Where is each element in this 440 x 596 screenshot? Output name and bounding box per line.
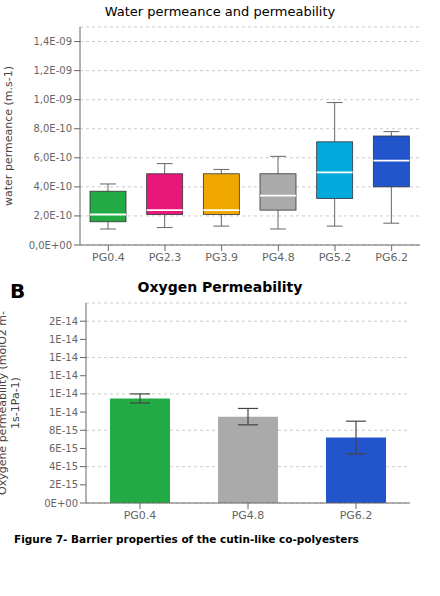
svg-text:1E-14: 1E-14 [49, 388, 78, 399]
svg-text:2,0E-10: 2,0E-10 [33, 210, 72, 221]
svg-text:PG3.9: PG3.9 [205, 251, 238, 264]
svg-text:PG4.8: PG4.8 [262, 251, 295, 264]
svg-text:1E-14: 1E-14 [49, 334, 78, 345]
svg-text:PG0.4: PG0.4 [92, 251, 125, 264]
svg-text:PG4.8: PG4.8 [232, 509, 265, 522]
html-text:Oxygen Permeability: Oxygen Permeability [137, 279, 303, 295]
svg-text:1E-14: 1E-14 [49, 370, 78, 381]
svg-text:PG6.2: PG6.2 [340, 509, 373, 522]
svg-text:2E-14: 2E-14 [49, 316, 78, 327]
svg-text:PG0.4: PG0.4 [124, 509, 157, 522]
svg-text:8,0E-10: 8,0E-10 [33, 123, 72, 134]
svg-text:4E-15: 4E-15 [49, 461, 78, 472]
svg-text:PG2.3: PG2.3 [149, 251, 182, 264]
html-text:B: B [10, 279, 26, 303]
svg-text:PG6.2: PG6.2 [375, 251, 408, 264]
html-text:Water permeance and permeabili: Water permeance and permeability [104, 4, 336, 19]
svg-text:1,2E-09: 1,2E-09 [33, 65, 72, 76]
svg-text:Oxygene permeability (molO2 m-: Oxygene permeability (molO2 m-1s-1Pa-1) [8, 311, 22, 495]
svg-text:1,0E-09: 1,0E-09 [33, 94, 72, 105]
svg-text:6,0E-10: 6,0E-10 [33, 152, 72, 163]
svg-text:6E-15: 6E-15 [49, 443, 78, 454]
svg-text:PG5.2: PG5.2 [319, 251, 352, 264]
svg-text:1E-14: 1E-14 [49, 407, 78, 418]
svg-text:0E+00: 0E+00 [44, 498, 78, 509]
svg-text:8E-15: 8E-15 [49, 425, 78, 436]
svg-text:1,4E-09: 1,4E-09 [33, 36, 72, 47]
svg-text:0,0E+00: 0,0E+00 [29, 240, 72, 251]
svg-text:water permeance (m.s-1): water permeance (m.s-1) [8, 66, 15, 206]
svg-text:1E-14: 1E-14 [49, 352, 78, 363]
svg-text:2E-15: 2E-15 [49, 479, 78, 490]
svg-text:4,0E-10: 4,0E-10 [33, 181, 72, 192]
html-text:Figure 7- Barrier properties o: Figure 7- Barrier properties of the cuti… [14, 533, 359, 545]
